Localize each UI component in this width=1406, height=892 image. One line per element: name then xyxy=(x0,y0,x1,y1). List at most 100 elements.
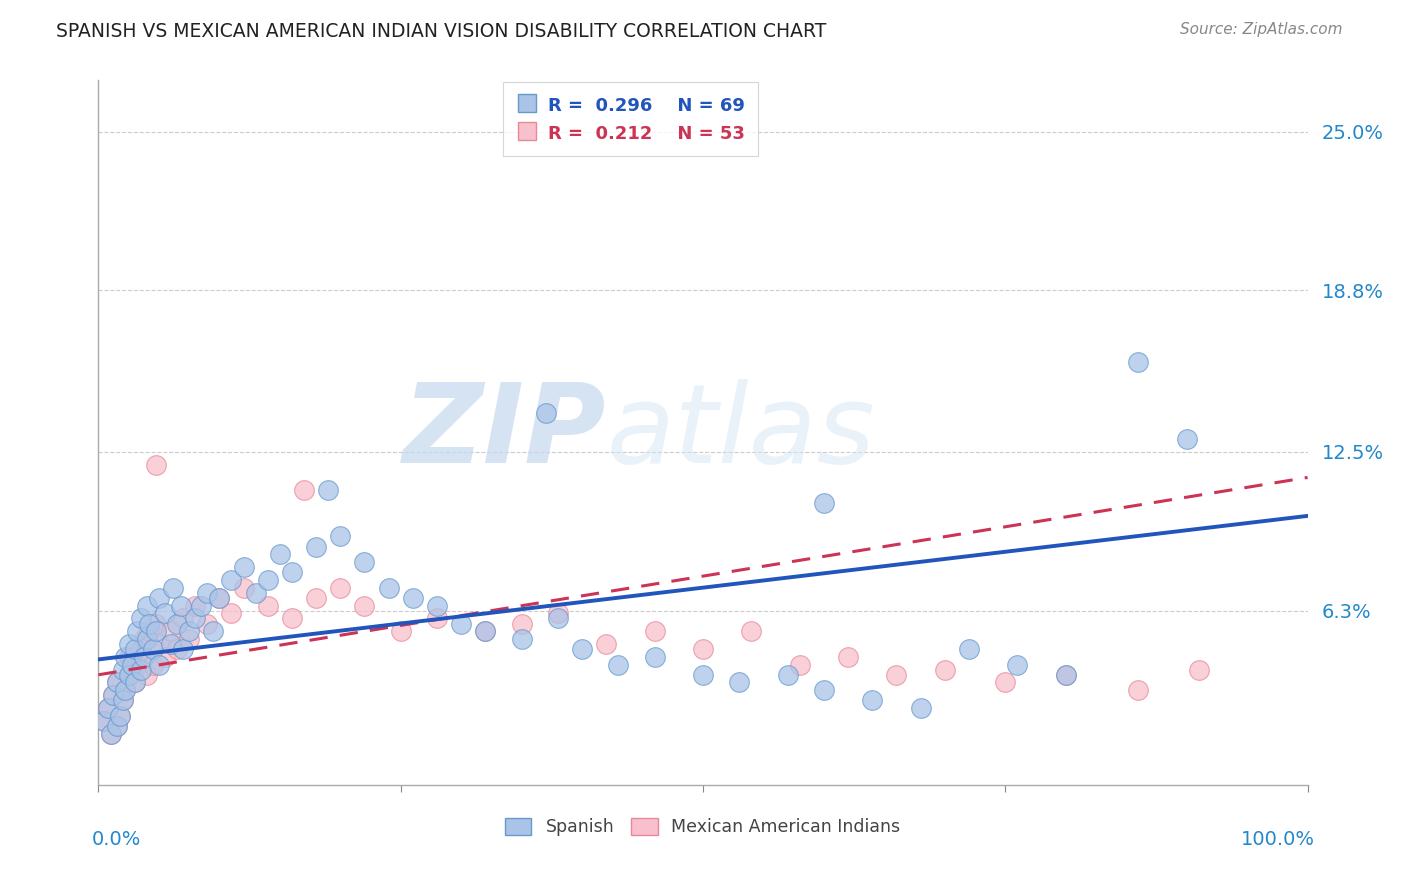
Point xyxy=(232,560,254,574)
Text: Source: ZipAtlas.com: Source: ZipAtlas.com xyxy=(1180,22,1343,37)
Point xyxy=(121,657,143,672)
Point xyxy=(153,607,176,621)
Point xyxy=(100,727,122,741)
Point xyxy=(221,607,243,621)
Point xyxy=(118,667,141,681)
Point xyxy=(121,663,143,677)
Point xyxy=(114,649,136,664)
Point xyxy=(114,683,136,698)
Point xyxy=(169,599,191,613)
Point xyxy=(114,683,136,698)
Point xyxy=(644,624,666,639)
Point xyxy=(1188,663,1211,677)
Point xyxy=(281,566,304,580)
Point xyxy=(101,688,124,702)
Point xyxy=(245,586,267,600)
Point xyxy=(134,632,156,646)
Point xyxy=(97,701,120,715)
Point xyxy=(172,611,194,625)
Point xyxy=(135,599,157,613)
Point xyxy=(450,616,472,631)
Point xyxy=(316,483,339,498)
Point xyxy=(142,657,165,672)
Point xyxy=(166,616,188,631)
Point xyxy=(105,675,128,690)
Point xyxy=(728,675,751,690)
Point xyxy=(353,555,375,569)
Point xyxy=(105,719,128,733)
Text: 0.0%: 0.0% xyxy=(91,830,141,848)
Point xyxy=(135,632,157,646)
Point xyxy=(474,624,496,639)
Point xyxy=(162,581,184,595)
Text: atlas: atlas xyxy=(606,379,875,486)
Point xyxy=(1175,432,1198,446)
Legend: Spanish, Mexican American Indians: Spanish, Mexican American Indians xyxy=(499,811,907,843)
Point xyxy=(148,637,170,651)
Point xyxy=(740,624,762,639)
Point xyxy=(910,701,932,715)
Point xyxy=(510,616,533,631)
Point xyxy=(957,642,980,657)
Point xyxy=(100,727,122,741)
Point xyxy=(789,657,811,672)
Point xyxy=(148,657,170,672)
Point xyxy=(129,642,152,657)
Point xyxy=(148,591,170,605)
Point xyxy=(129,663,152,677)
Point xyxy=(534,406,557,420)
Point xyxy=(108,708,131,723)
Point xyxy=(184,599,207,613)
Point xyxy=(1054,667,1077,681)
Point xyxy=(389,624,412,639)
Point xyxy=(256,599,278,613)
Point xyxy=(127,657,149,672)
Point xyxy=(886,667,908,681)
Point xyxy=(124,675,146,690)
Point xyxy=(97,701,120,715)
Point xyxy=(547,607,569,621)
Point xyxy=(111,693,134,707)
Text: 100.0%: 100.0% xyxy=(1240,830,1315,848)
Point xyxy=(138,616,160,631)
Point xyxy=(510,632,533,646)
Point xyxy=(172,642,194,657)
Point xyxy=(184,611,207,625)
Point xyxy=(692,642,714,657)
Point xyxy=(256,573,278,587)
Point xyxy=(135,667,157,681)
Point xyxy=(166,642,188,657)
Point xyxy=(179,624,201,639)
Point xyxy=(190,599,212,613)
Point xyxy=(105,719,128,733)
Point xyxy=(329,581,352,595)
Point xyxy=(934,663,956,677)
Point xyxy=(1128,683,1150,698)
Point xyxy=(202,624,225,639)
Point xyxy=(153,649,176,664)
Point xyxy=(571,642,593,657)
Point xyxy=(1007,657,1029,672)
Point xyxy=(101,688,124,702)
Point xyxy=(426,611,449,625)
Point xyxy=(329,529,352,543)
Point xyxy=(105,675,128,690)
Point xyxy=(474,624,496,639)
Text: SPANISH VS MEXICAN AMERICAN INDIAN VISION DISABILITY CORRELATION CHART: SPANISH VS MEXICAN AMERICAN INDIAN VISIO… xyxy=(56,22,827,41)
Point xyxy=(129,611,152,625)
Point xyxy=(134,649,156,664)
Point xyxy=(195,616,218,631)
Point xyxy=(124,642,146,657)
Point xyxy=(1128,355,1150,369)
Point xyxy=(837,649,859,664)
Point xyxy=(607,657,630,672)
Point xyxy=(93,714,115,728)
Point xyxy=(426,599,449,613)
Point xyxy=(292,483,315,498)
Point xyxy=(547,611,569,625)
Point xyxy=(118,637,141,651)
Point xyxy=(142,642,165,657)
Point xyxy=(305,591,328,605)
Point xyxy=(221,573,243,587)
Point xyxy=(145,616,167,631)
